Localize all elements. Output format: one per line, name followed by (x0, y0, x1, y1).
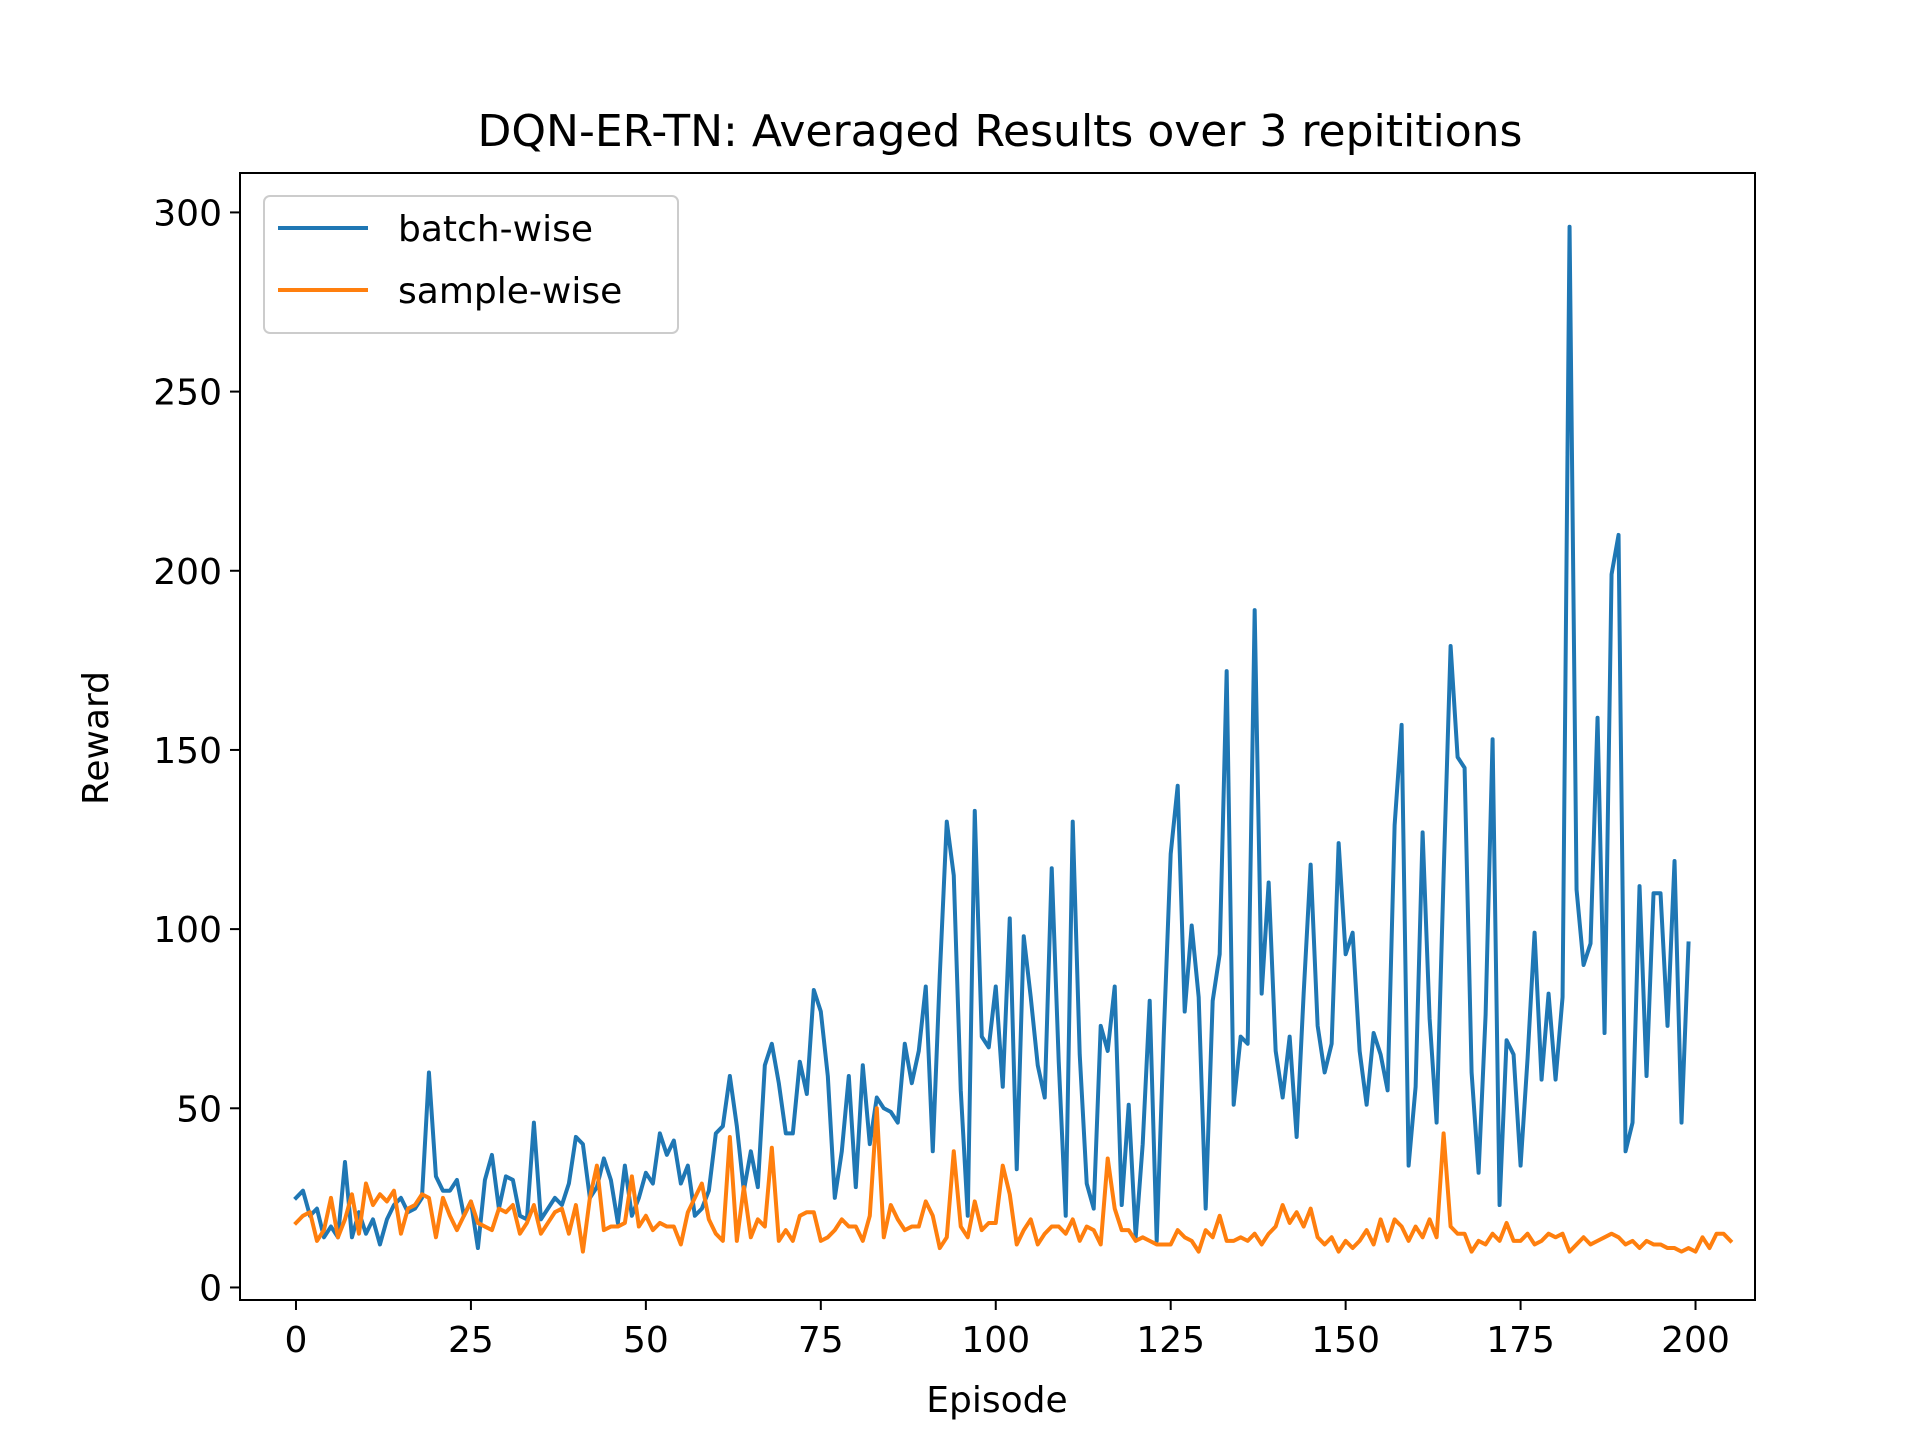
chart-title: DQN-ER-TN: Averaged Results over 3 repit… (478, 106, 1523, 157)
legend-label-sample-wise: sample-wise (398, 271, 622, 312)
plot-area (293, 224, 1734, 1254)
x-tick-label: 0 (285, 1320, 308, 1361)
y-axis: 0 50 100 150 200 250 300 (153, 193, 240, 1309)
x-tick-label: 75 (798, 1320, 844, 1361)
series-line-batch-wise (293, 224, 1691, 1251)
x-tick-label: 175 (1486, 1320, 1555, 1361)
x-tick-label: 50 (623, 1320, 669, 1361)
legend-label-batch-wise: batch-wise (398, 209, 593, 250)
y-tick-label: 0 (199, 1268, 222, 1309)
y-tick-label: 300 (153, 193, 222, 234)
legend: batch-wise sample-wise (263, 195, 679, 334)
y-tick-label: 250 (153, 373, 222, 414)
y-tick-label: 50 (176, 1089, 222, 1130)
x-axis: 0 25 50 75 100 125 150 175 200 (285, 1300, 1730, 1361)
plot-frame (239, 172, 1756, 1301)
y-tick-label: 150 (153, 731, 222, 772)
y-tick-label: 100 (153, 910, 222, 951)
x-axis-label: Episode (926, 1380, 1067, 1421)
y-axis-label: Reward (76, 671, 117, 805)
x-tick-label: 25 (448, 1320, 494, 1361)
x-tick-label: 100 (961, 1320, 1030, 1361)
legend-box (263, 195, 679, 334)
y-tick-label: 200 (153, 552, 222, 593)
x-tick-label: 200 (1661, 1320, 1730, 1361)
series-line-sample-wise (293, 1106, 1734, 1254)
x-tick-label: 150 (1311, 1320, 1380, 1361)
x-tick-label: 125 (1136, 1320, 1205, 1361)
